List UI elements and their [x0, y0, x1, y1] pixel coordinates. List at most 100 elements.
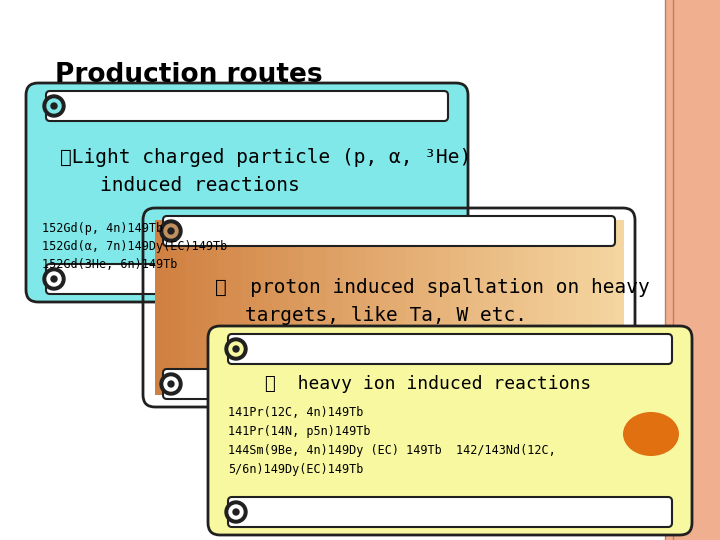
Bar — [366, 220, 374, 395]
Bar — [451, 220, 459, 395]
Ellipse shape — [623, 412, 679, 456]
Bar — [240, 220, 249, 395]
Bar — [405, 220, 413, 395]
FancyBboxPatch shape — [208, 326, 692, 535]
Bar — [202, 220, 210, 395]
Bar — [436, 220, 444, 395]
Bar — [514, 220, 522, 395]
Bar — [225, 220, 233, 395]
Bar — [592, 220, 600, 395]
Bar — [327, 220, 335, 395]
Bar — [490, 220, 499, 395]
Bar — [482, 220, 491, 395]
Bar — [210, 220, 218, 395]
Bar — [529, 220, 538, 395]
Bar — [319, 220, 327, 395]
Bar — [389, 220, 397, 395]
FancyBboxPatch shape — [228, 497, 672, 527]
Bar — [264, 220, 272, 395]
Circle shape — [168, 228, 174, 234]
Circle shape — [51, 276, 57, 282]
Text: Production routes: Production routes — [55, 62, 323, 88]
FancyBboxPatch shape — [46, 264, 448, 294]
Circle shape — [225, 501, 247, 523]
Bar — [303, 220, 312, 395]
Circle shape — [43, 268, 65, 290]
Circle shape — [233, 346, 239, 352]
Text: induced reactions: induced reactions — [100, 176, 300, 195]
Bar — [287, 220, 296, 395]
Bar — [350, 220, 359, 395]
Bar — [576, 220, 585, 395]
Circle shape — [233, 509, 239, 515]
Bar — [358, 220, 366, 395]
Bar — [553, 220, 561, 395]
Circle shape — [225, 338, 247, 360]
Text: 152Gd(3He, 6n)149Tb: 152Gd(3He, 6n)149Tb — [42, 258, 177, 271]
Bar — [420, 220, 428, 395]
Bar — [163, 220, 171, 395]
Bar — [334, 220, 343, 395]
Bar — [295, 220, 304, 395]
Text: ❸  heavy ion induced reactions: ❸ heavy ion induced reactions — [265, 375, 591, 393]
Bar — [256, 220, 265, 395]
Bar — [342, 220, 351, 395]
FancyBboxPatch shape — [163, 216, 615, 246]
Bar — [459, 220, 467, 395]
Bar — [561, 220, 569, 395]
Circle shape — [160, 220, 182, 242]
Circle shape — [168, 381, 174, 387]
Text: 141Pr(14N, p5n)149Tb: 141Pr(14N, p5n)149Tb — [228, 425, 371, 438]
Circle shape — [160, 373, 182, 395]
Bar — [217, 220, 225, 395]
Circle shape — [229, 505, 243, 519]
Bar — [665, 0, 720, 540]
Bar — [615, 220, 624, 395]
Text: 5/6n)149Dy(EC)149Tb: 5/6n)149Dy(EC)149Tb — [228, 463, 364, 476]
Bar — [374, 220, 382, 395]
FancyBboxPatch shape — [46, 91, 448, 121]
Bar — [272, 220, 280, 395]
Bar — [413, 220, 420, 395]
Bar — [608, 220, 616, 395]
Bar — [474, 220, 483, 395]
Bar — [506, 220, 514, 395]
Text: 144Sm(9Be, 4n)149Dy (EC) 149Tb  142/143Nd(12C,: 144Sm(9Be, 4n)149Dy (EC) 149Tb 142/143Nd… — [228, 444, 556, 457]
FancyBboxPatch shape — [26, 83, 468, 302]
Circle shape — [164, 377, 178, 391]
Text: ❷  proton induced spallation on heavy: ❷ proton induced spallation on heavy — [215, 278, 649, 297]
Bar — [179, 220, 186, 395]
Bar — [498, 220, 506, 395]
Bar — [311, 220, 319, 395]
Text: targets, like Ta, W etc.: targets, like Ta, W etc. — [245, 306, 527, 325]
Bar — [171, 220, 179, 395]
Bar — [186, 220, 194, 395]
Bar — [397, 220, 405, 395]
Bar — [381, 220, 390, 395]
Bar — [280, 220, 288, 395]
Text: 141Pr(12C, 4n)149Tb: 141Pr(12C, 4n)149Tb — [228, 406, 364, 419]
Bar — [521, 220, 530, 395]
Circle shape — [43, 95, 65, 117]
Bar — [248, 220, 257, 395]
FancyBboxPatch shape — [228, 334, 672, 364]
Circle shape — [229, 342, 243, 356]
Bar — [444, 220, 452, 395]
Bar — [537, 220, 546, 395]
Bar — [545, 220, 553, 395]
Bar — [600, 220, 608, 395]
Bar — [233, 220, 241, 395]
FancyBboxPatch shape — [163, 369, 615, 399]
Text: 152Gd(p, 4n)149Tb: 152Gd(p, 4n)149Tb — [42, 222, 163, 235]
Circle shape — [164, 224, 178, 238]
Text: 152Gd(α, 7n)149Dy(EC)149Tb: 152Gd(α, 7n)149Dy(EC)149Tb — [42, 240, 228, 253]
Bar — [467, 220, 475, 395]
Bar — [155, 220, 163, 395]
Circle shape — [47, 99, 61, 113]
Bar — [428, 220, 436, 395]
Bar — [568, 220, 577, 395]
Bar — [194, 220, 202, 395]
Circle shape — [47, 272, 61, 286]
Bar — [584, 220, 593, 395]
Text: ❶Light charged particle (p, α, ³He): ❶Light charged particle (p, α, ³He) — [60, 148, 472, 167]
